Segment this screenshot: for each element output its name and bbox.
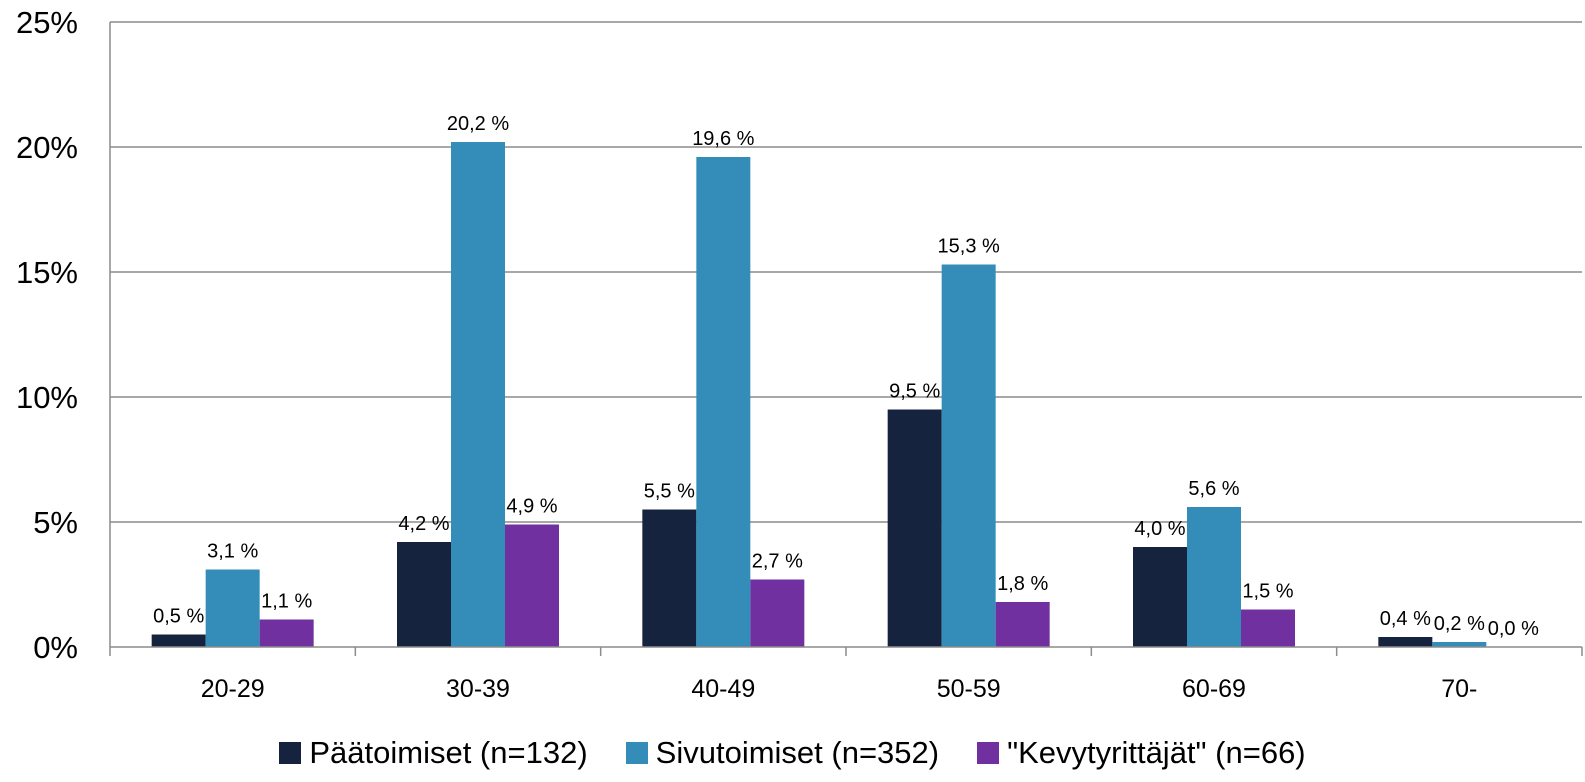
bar	[1241, 609, 1295, 647]
data-label: 0,4 %	[1380, 608, 1431, 630]
x-tick-label: 50-59	[937, 675, 1001, 703]
data-label: 9,5 %	[889, 381, 940, 403]
bar	[941, 264, 996, 647]
bar	[887, 409, 942, 647]
y-tick-label: 25%	[16, 5, 78, 40]
data-label: 1,8 %	[997, 573, 1048, 595]
data-label: 20,2 %	[447, 113, 509, 135]
bar	[151, 634, 206, 647]
x-tick-label: 40-49	[691, 675, 755, 703]
legend-item-sivutoimiset[interactable]: Sivutoimiset (n=352)	[625, 735, 940, 771]
bar	[1187, 507, 1241, 647]
bar	[1133, 547, 1187, 647]
gridlines	[110, 21, 1582, 523]
data-label: 3,1 %	[207, 541, 258, 563]
legend-label: Päätoimiset (n=132)	[309, 735, 588, 770]
data-label: 0,0 %	[1488, 618, 1539, 640]
bar-chart: 0% 5% 10% 15% 20% 25% 0,5 % 4,2 % 5,5 % 9,5 % 4,0…	[16, 5, 1583, 703]
bars	[151, 142, 1487, 647]
x-tick-label: 30-39	[446, 675, 510, 703]
bar	[696, 157, 751, 647]
x-tick-label: 20-29	[201, 675, 265, 703]
y-axis-tick-labels: 0% 5% 10% 15% 20% 25%	[16, 5, 78, 665]
legend-swatch	[625, 742, 648, 764]
legend-item-paatoimiset[interactable]: Päätoimiset (n=132)	[279, 735, 588, 771]
legend-swatch	[977, 742, 1000, 764]
data-label: 0,2 %	[1434, 613, 1485, 635]
bar	[259, 619, 314, 647]
bar	[1432, 642, 1487, 647]
data-label: 5,5 %	[644, 481, 695, 503]
data-labels: 0,5 % 4,2 % 5,5 % 9,5 % 4,0 % 0,4 % 3,1 % 20,2 …	[153, 113, 1539, 640]
data-label: 0,5 %	[153, 606, 204, 628]
bar	[995, 602, 1050, 647]
y-tick-label: 20%	[16, 130, 78, 165]
data-label: 2,7 %	[752, 551, 803, 573]
legend-swatch	[279, 742, 302, 764]
legend-item-kevytyrittajat[interactable]: "Kevytyrittäjät" (n=66)	[977, 735, 1306, 771]
y-tick-label: 15%	[16, 255, 78, 290]
bar	[451, 142, 505, 647]
data-label: 5,6 %	[1188, 478, 1239, 500]
y-tick-label: 5%	[33, 505, 78, 540]
x-tick-label: 70-	[1441, 675, 1477, 703]
bar	[205, 569, 260, 647]
data-label: 19,6 %	[692, 128, 754, 150]
x-axis-tick-labels: 20-29 30-39 40-49 50-59 60-69 70-	[201, 675, 1478, 703]
data-label: 1,5 %	[1242, 581, 1293, 603]
data-label: 15,3 %	[938, 236, 1000, 258]
legend: Päätoimiset (n=132) Sivutoimiset (n=352)…	[0, 730, 1585, 776]
bar	[750, 579, 805, 647]
bar	[642, 509, 697, 647]
bar	[1378, 637, 1433, 647]
y-tick-label: 10%	[16, 380, 78, 415]
y-tick-label: 0%	[33, 630, 78, 665]
data-label: 4,9 %	[506, 496, 557, 518]
bar	[505, 524, 559, 647]
legend-label: Sivutoimiset (n=352)	[655, 735, 940, 770]
bar	[397, 542, 451, 647]
legend-label: "Kevytyrittäjät" (n=66)	[1007, 735, 1306, 770]
data-label: 1,1 %	[261, 591, 312, 613]
axes	[109, 22, 1583, 656]
data-label: 4,2 %	[398, 513, 449, 535]
data-label: 4,0 %	[1134, 518, 1185, 540]
x-tick-label: 60-69	[1182, 675, 1246, 703]
